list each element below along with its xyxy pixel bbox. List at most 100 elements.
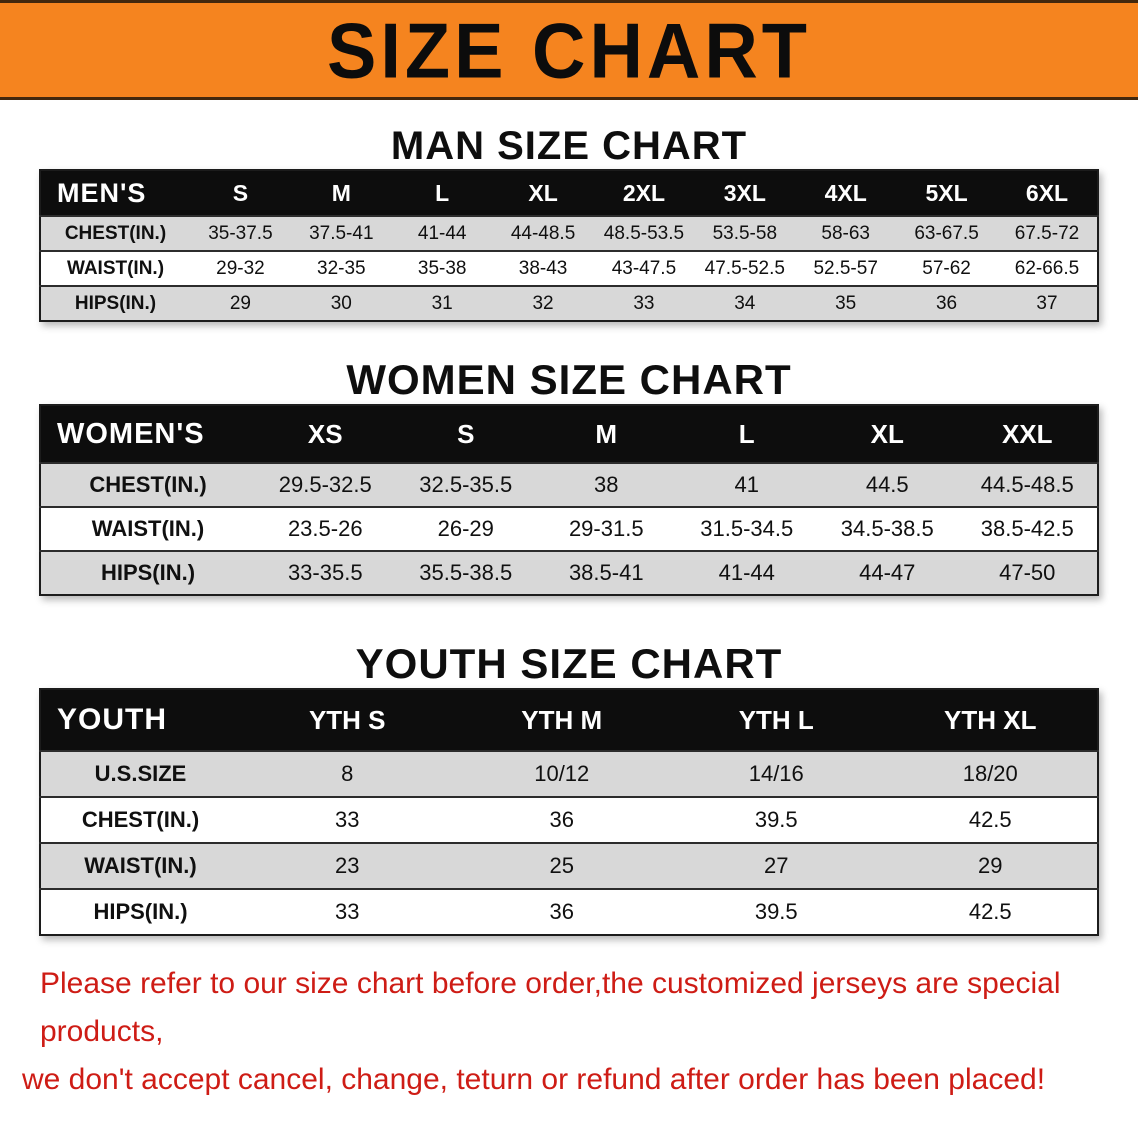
size-value: 26-29 [437, 516, 494, 541]
size-value: 57-62 [922, 257, 971, 279]
men-size-table: MEN'S S M L XL 2XL 3XL 4XL 5XL 6XL CHEST(IN.) 35-37… [39, 169, 1099, 322]
size-value: 18/20 [962, 761, 1018, 786]
size-value: 47.5-52.5 [704, 257, 785, 279]
size-value: 29-31.5 [568, 516, 644, 541]
table-title-cell: YOUTH [57, 703, 167, 736]
size-value: 33 [335, 899, 360, 924]
size-value: 67.5-72 [1014, 222, 1080, 244]
footer-note-line-1: Please refer to our size chart before or… [40, 967, 1061, 1048]
table-row: U.S.SIZE 8 10/12 14/16 18/20 [40, 751, 1098, 797]
youth-size-table: YOUTH YTH S YTH M YTH L YTH XL U.S.SIZE 8 10/12… [39, 688, 1099, 936]
size-value: 37.5-41 [309, 222, 374, 244]
size-value: 62-66.5 [1014, 257, 1080, 279]
table-header-row: WOMEN'S XS S M L XL XXL [40, 405, 1098, 463]
row-label: WAIST(IN.) [91, 516, 205, 541]
size-value: 30 [330, 292, 352, 314]
size-value: 35-38 [417, 257, 467, 279]
footer-note-line-2: we don't accept cancel, change, teturn o… [22, 1063, 1046, 1096]
column-header: L [738, 418, 755, 449]
youth-section-heading: YOUTH SIZE CHART [355, 640, 783, 687]
size-value: 38-43 [518, 257, 568, 279]
column-header: M [595, 418, 618, 449]
column-header: M [331, 179, 351, 206]
size-value: 8 [341, 761, 354, 786]
table-row: HIPS(IN.) 33-35.5 35.5-38.5 38.5-41 41-44 44-… [40, 551, 1098, 595]
size-value: 25 [549, 853, 574, 878]
size-value: 14/16 [748, 761, 804, 786]
column-header: YTH S [308, 704, 386, 735]
size-value: 29-32 [216, 257, 265, 279]
size-value: 48.5-53.5 [603, 222, 685, 244]
size-value: 23.5-26 [287, 516, 363, 541]
size-value: 58-63 [821, 222, 870, 244]
table-header-row: YOUTH YTH S YTH M YTH L YTH XL [40, 689, 1098, 751]
women-size-table: WOMEN'S XS S M L XL XXL CHEST(IN.) 29.5-32.5 32.5… [39, 404, 1099, 596]
size-value: 32.5-35.5 [419, 472, 513, 497]
row-label: CHEST(IN.) [89, 472, 207, 497]
column-header: 5XL [925, 179, 968, 206]
table-row: WAIST(IN.) 29-32 32-35 35-38 38-43 43-47.5 47.… [40, 251, 1098, 286]
size-value: 32 [532, 292, 554, 314]
size-value: 44-48.5 [510, 222, 576, 244]
table-row: WAIST(IN.) 23.5-26 26-29 29-31.5 31.5-34.5 34… [40, 507, 1098, 551]
column-header: S [457, 418, 475, 449]
row-label: U.S.SIZE [94, 761, 187, 786]
table-row: WAIST(IN.) 23 25 27 29 [40, 843, 1098, 889]
size-value: 44-47 [859, 560, 916, 585]
size-value: 36 [549, 899, 574, 924]
size-value: 41-44 [718, 560, 775, 585]
size-value: 38 [594, 472, 619, 497]
size-value: 39.5 [754, 807, 798, 832]
women-size-section: WOMEN SIZE CHART WOMEN'S XS S M L XL XXL CHEST(… [0, 356, 1138, 596]
column-header: S [232, 179, 249, 206]
size-value: 31.5-34.5 [700, 516, 794, 541]
size-value: 33-35.5 [287, 560, 363, 585]
men-section-heading: MAN SIZE CHART [390, 124, 748, 168]
row-label: CHEST(IN.) [81, 807, 200, 832]
size-chart-banner: SIZE CHART [0, 0, 1138, 100]
size-value: 38.5-42.5 [980, 516, 1074, 541]
size-value: 33 [633, 292, 655, 314]
size-value: 44.5-48.5 [980, 472, 1074, 497]
size-value: 33 [335, 807, 360, 832]
column-header: YTH M [521, 704, 603, 735]
table-title-cell: MEN'S [57, 177, 147, 208]
table-title-cell: WOMEN'S [57, 417, 205, 450]
column-header: YTH L [738, 704, 814, 735]
size-value: 27 [764, 853, 789, 878]
column-header: 6XL [1025, 179, 1069, 206]
size-value: 41-44 [417, 222, 467, 244]
table-row: CHEST(IN.) 29.5-32.5 32.5-35.5 38 41 44.5 44.5… [40, 463, 1098, 507]
row-label: HIPS(IN.) [74, 292, 157, 314]
size-value: 53.5-58 [712, 222, 778, 244]
size-value: 31 [431, 292, 453, 314]
size-value: 29 [229, 292, 251, 314]
youth-size-section: YOUTH SIZE CHART YOUTH YTH S YTH M YTH L YTH… [0, 640, 1138, 936]
size-value: 38.5-41 [568, 560, 644, 585]
column-header: 3XL [723, 179, 766, 206]
size-value: 34 [734, 292, 756, 314]
size-value: 34.5-38.5 [840, 516, 934, 541]
size-value: 36 [935, 292, 958, 314]
row-label: HIPS(IN.) [100, 560, 196, 585]
table-row: HIPS(IN.) 33 36 39.5 42.5 [40, 889, 1098, 935]
table-row: HIPS(IN.) 29 30 31 32 33 34 35 36 37 [40, 286, 1098, 321]
footer-note: Please refer to our size chart before or… [22, 960, 1138, 1104]
column-header: XL [870, 418, 904, 449]
size-chart-body: MAN SIZE CHART MEN'S S M L XL 2XL 3XL 4XL 5XL 6XL… [0, 124, 1138, 1104]
size-value: 41 [734, 472, 759, 497]
women-section-heading: WOMEN SIZE CHART [346, 356, 792, 403]
size-value: 37 [1036, 292, 1058, 314]
size-value: 52.5-57 [813, 257, 878, 279]
size-value: 47-50 [999, 560, 1056, 585]
row-label: CHEST(IN.) [64, 222, 167, 244]
column-header: XL [528, 179, 558, 206]
row-label: WAIST(IN.) [66, 257, 165, 279]
column-header: YTH XL [944, 704, 1037, 735]
size-value: 42.5 [968, 807, 1012, 832]
size-value: 39.5 [754, 899, 798, 924]
size-value: 29 [978, 853, 1003, 878]
column-header: L [435, 179, 450, 206]
size-value: 10/12 [534, 761, 590, 786]
size-value: 35-37.5 [208, 222, 273, 244]
